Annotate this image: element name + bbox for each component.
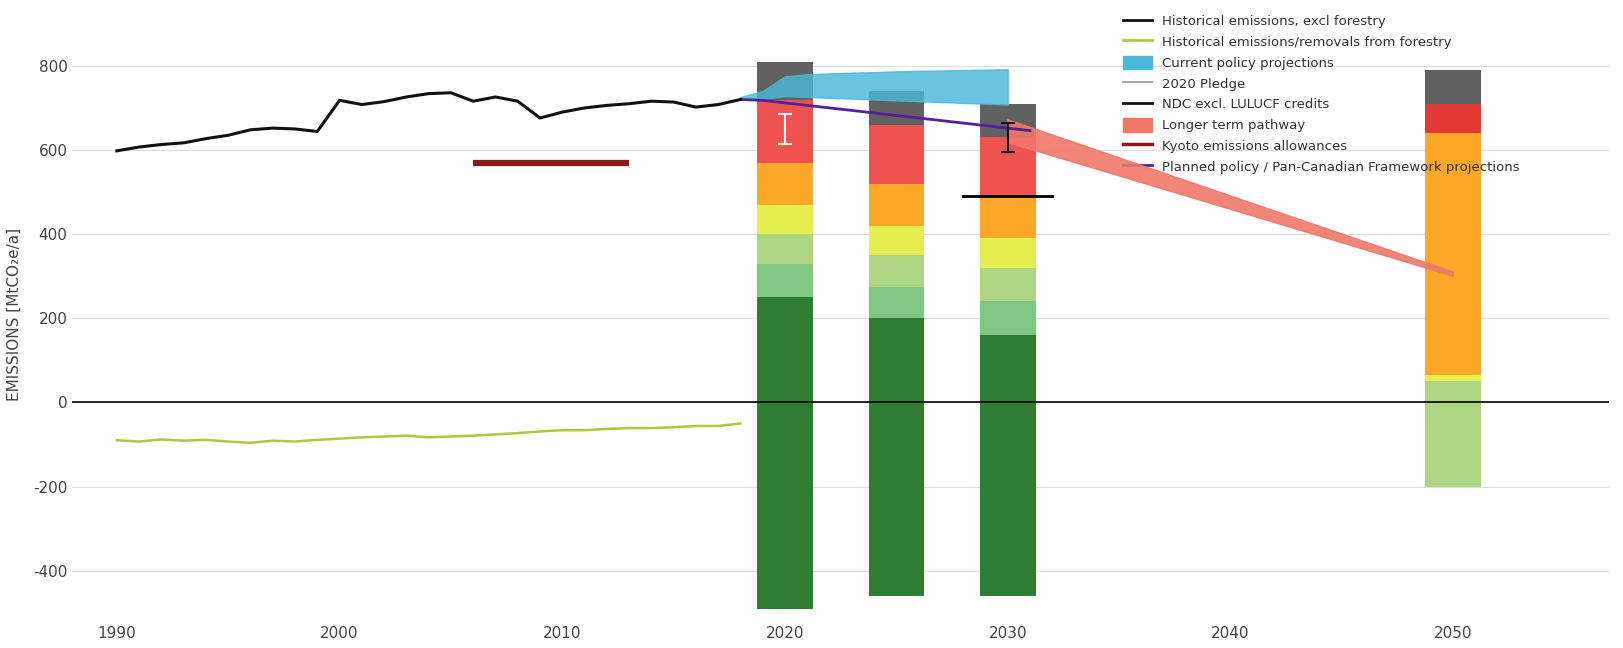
Bar xyxy=(979,104,1035,137)
Bar xyxy=(868,255,923,286)
Bar xyxy=(868,183,923,226)
Bar xyxy=(1425,375,1480,382)
Bar xyxy=(868,318,923,596)
Bar xyxy=(756,163,813,205)
Bar xyxy=(979,196,1035,238)
Bar xyxy=(756,297,813,608)
Bar xyxy=(868,226,923,255)
Legend: Historical emissions, excl forestry, Historical emissions/removals from forestry: Historical emissions, excl forestry, His… xyxy=(1115,7,1526,181)
Bar xyxy=(756,100,813,163)
Bar xyxy=(979,137,1035,196)
Bar xyxy=(1425,70,1480,104)
Bar xyxy=(868,286,923,318)
Bar xyxy=(979,238,1035,268)
Bar xyxy=(756,264,813,297)
Bar xyxy=(756,62,813,100)
Bar xyxy=(1425,382,1480,487)
Bar xyxy=(868,125,923,183)
Bar xyxy=(756,205,813,234)
Bar xyxy=(1425,133,1480,375)
Bar xyxy=(756,234,813,264)
Bar xyxy=(979,335,1035,596)
Bar xyxy=(979,301,1035,335)
Bar xyxy=(1425,104,1480,133)
Y-axis label: EMISSIONS [MtCO₂e/a]: EMISSIONS [MtCO₂e/a] xyxy=(6,227,23,400)
Bar xyxy=(868,91,923,125)
Bar xyxy=(979,268,1035,301)
Polygon shape xyxy=(1008,120,1453,276)
